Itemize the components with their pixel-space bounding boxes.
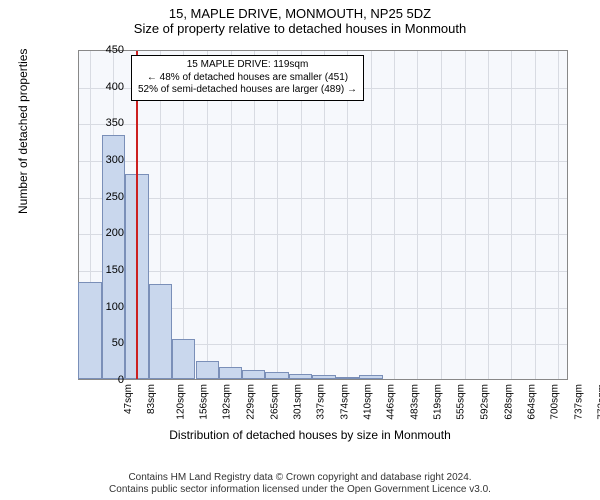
x-axis-label: Distribution of detached houses by size …: [40, 428, 580, 434]
x-tick-label: 628sqm: [503, 384, 514, 420]
footer: Contains HM Land Registry data © Crown c…: [0, 472, 600, 496]
x-tick-label: 592sqm: [480, 384, 491, 420]
annotation-line: ← 48% of detached houses are smaller (45…: [138, 72, 357, 85]
histogram-bar: [149, 284, 172, 379]
y-tick-label: 0: [84, 374, 124, 386]
x-tick-label: 229sqm: [246, 384, 257, 420]
y-tick-label: 400: [84, 81, 124, 93]
histogram-bar: [359, 375, 382, 379]
y-tick-label: 450: [84, 44, 124, 56]
x-tick-label: 265sqm: [269, 384, 280, 420]
x-tick-label: 737sqm: [573, 384, 584, 420]
x-tick-label: 47sqm: [123, 384, 134, 414]
gridline-v: [488, 51, 489, 379]
histogram-bar: [78, 282, 101, 379]
gridline-h: [79, 234, 567, 235]
x-tick-label: 83sqm: [146, 384, 157, 414]
x-tick-label: 374sqm: [339, 384, 350, 420]
x-tick-label: 337sqm: [316, 384, 327, 420]
x-tick-label: 555sqm: [456, 384, 467, 420]
histogram-bar: [219, 367, 242, 379]
gridline-v: [511, 51, 512, 379]
histogram-bar: [312, 375, 335, 379]
footer-line: Contains public sector information licen…: [0, 484, 600, 496]
gridline-v: [558, 51, 559, 379]
gridline-h: [79, 161, 567, 162]
gridline-v: [441, 51, 442, 379]
gridline-h: [79, 198, 567, 199]
plot-area: 15 MAPLE DRIVE: 119sqm ← 48% of detached…: [78, 50, 568, 380]
histogram-bar: [265, 372, 288, 379]
gridline-v: [371, 51, 372, 379]
x-tick-label: 410sqm: [363, 384, 374, 420]
footer-line: Contains HM Land Registry data © Crown c…: [0, 472, 600, 484]
x-tick-label: 446sqm: [386, 384, 397, 420]
x-tick-label: 483sqm: [410, 384, 421, 420]
x-tick-label: 664sqm: [526, 384, 537, 420]
y-tick-label: 50: [84, 337, 124, 349]
x-tick-label: 120sqm: [176, 384, 187, 420]
gridline-v: [394, 51, 395, 379]
y-tick-label: 350: [84, 117, 124, 129]
x-tick-label: 156sqm: [199, 384, 210, 420]
y-tick-label: 150: [84, 264, 124, 276]
annotation-box: 15 MAPLE DRIVE: 119sqm ← 48% of detached…: [131, 55, 364, 101]
gridline-v: [535, 51, 536, 379]
histogram-bar: [172, 339, 195, 379]
x-tick-label: 700sqm: [550, 384, 561, 420]
page-title: 15, MAPLE DRIVE, MONMOUTH, NP25 5DZ: [0, 6, 600, 21]
chart: Number of detached properties 15 MAPLE D…: [40, 44, 580, 424]
y-tick-label: 100: [84, 301, 124, 313]
gridline-h: [79, 271, 567, 272]
y-tick-label: 300: [84, 154, 124, 166]
y-axis-label: Number of detached properties: [16, 49, 30, 214]
x-tick-label: 192sqm: [222, 384, 233, 420]
annotation-line: 15 MAPLE DRIVE: 119sqm: [138, 59, 357, 72]
histogram-bar: [289, 374, 312, 379]
histogram-bar: [336, 377, 359, 379]
page-subtitle: Size of property relative to detached ho…: [0, 21, 600, 36]
y-tick-label: 250: [84, 191, 124, 203]
histogram-bar: [242, 370, 265, 379]
annotation-line: 52% of semi-detached houses are larger (…: [138, 84, 357, 97]
histogram-bar: [196, 361, 219, 379]
x-tick-label: 519sqm: [433, 384, 444, 420]
y-tick-label: 200: [84, 227, 124, 239]
gridline-h: [79, 124, 567, 125]
x-tick-label: 301sqm: [292, 384, 303, 420]
x-tick-label: 773sqm: [597, 384, 600, 420]
gridline-v: [417, 51, 418, 379]
gridline-v: [465, 51, 466, 379]
